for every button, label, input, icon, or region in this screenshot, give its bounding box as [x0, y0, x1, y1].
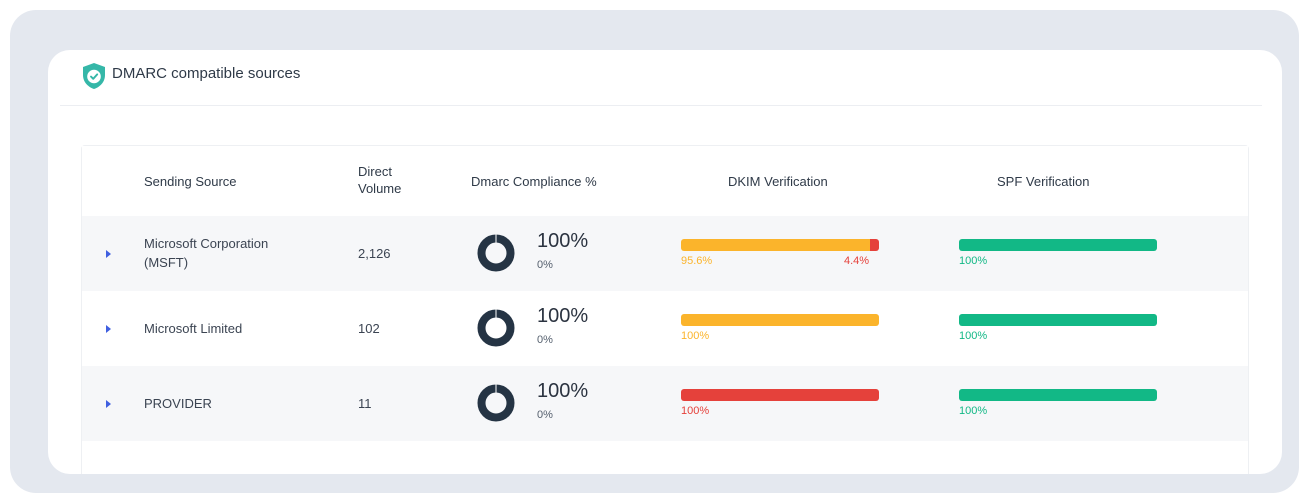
sending-source-cell: PROVIDER — [144, 394, 212, 413]
dkim-fail-label: 4.4% — [844, 255, 870, 267]
expand-row-arrow-icon[interactable] — [106, 250, 111, 258]
sending-source-cell: Microsoft Limited — [144, 319, 242, 338]
dkim-pass-label: 100% — [681, 405, 710, 417]
spf-pass-segment — [959, 314, 1157, 326]
spf-pass-segment — [959, 239, 1157, 251]
dkim-pass-label: 100% — [681, 330, 710, 342]
column-header-direct-volume[interactable]: Direct Volume — [358, 163, 401, 197]
table-row[interactable]: PROVIDER 11 100% 0% 100% 100% — [82, 366, 1248, 441]
dkim-fail-segment — [681, 389, 879, 401]
spf-verification-bar — [959, 239, 1157, 251]
table-row[interactable]: Microsoft Corporation (MSFT) 2,126 100% 0% 95… — [82, 216, 1248, 291]
dkim-pass-segment — [681, 239, 871, 251]
column-header-direct-volume-line2: Volume — [358, 181, 402, 196]
dkim-verification-bar — [681, 314, 879, 326]
sending-source-name: PROVIDER — [144, 396, 212, 411]
column-header-sending-source[interactable]: Sending Source — [144, 174, 237, 189]
dkim-verification-bar — [681, 239, 879, 251]
direct-volume-value: 2,126 — [358, 246, 391, 261]
dkim-fail-segment — [870, 239, 879, 251]
dmarc-sources-card: DMARC compatible sources Sending Source … — [48, 50, 1282, 474]
sending-source-name: Microsoft Limited — [144, 321, 243, 336]
column-header-spf-verification[interactable]: SPF Verification — [997, 174, 1090, 189]
non-compliance-percent: 0% — [537, 334, 553, 346]
dkim-pass-label: 95.6% — [681, 255, 713, 267]
spf-pass-label: 100% — [959, 330, 988, 342]
compliance-percent: 100% — [537, 380, 589, 402]
non-compliance-percent: 0% — [537, 409, 553, 421]
dkim-pass-segment — [681, 314, 879, 326]
sending-source-cell: Microsoft Corporation (MSFT) — [144, 234, 268, 272]
compliance-donut-chart — [477, 384, 515, 422]
card-header: DMARC compatible sources — [60, 50, 1262, 106]
spf-pass-segment — [959, 389, 1157, 401]
sending-source-name-line2: (MSFT) — [144, 255, 189, 270]
expand-row-arrow-icon[interactable] — [106, 400, 111, 408]
card-title: DMARC compatible sources — [112, 65, 301, 82]
shield-check-icon — [83, 63, 105, 89]
outer-frame: DMARC compatible sources Sending Source … — [10, 10, 1299, 493]
column-header-direct-volume-line1: Direct — [358, 164, 392, 179]
column-header-dkim-verification[interactable]: DKIM Verification — [728, 174, 828, 189]
sources-table: Sending Source Direct Volume Dmarc Compl… — [81, 145, 1249, 474]
compliance-donut-chart — [477, 309, 515, 347]
compliance-percent: 100% — [537, 305, 589, 327]
column-header-dmarc-compliance[interactable]: Dmarc Compliance % — [471, 174, 597, 189]
dkim-verification-bar — [681, 389, 879, 401]
direct-volume-value: 102 — [358, 321, 380, 336]
table-row[interactable]: Microsoft Limited 102 100% 0% 100% 100% — [82, 291, 1248, 366]
spf-pass-label: 100% — [959, 255, 988, 267]
table-header: Sending Source Direct Volume Dmarc Compl… — [82, 146, 1248, 216]
sending-source-name: Microsoft Corporation — [144, 236, 269, 251]
expand-row-arrow-icon[interactable] — [106, 325, 111, 333]
compliance-donut-chart — [477, 234, 515, 272]
compliance-percent: 100% — [537, 230, 589, 252]
spf-verification-bar — [959, 314, 1157, 326]
direct-volume-value: 11 — [358, 396, 372, 411]
non-compliance-percent: 0% — [537, 259, 553, 271]
spf-verification-bar — [959, 389, 1157, 401]
spf-pass-label: 100% — [959, 405, 988, 417]
